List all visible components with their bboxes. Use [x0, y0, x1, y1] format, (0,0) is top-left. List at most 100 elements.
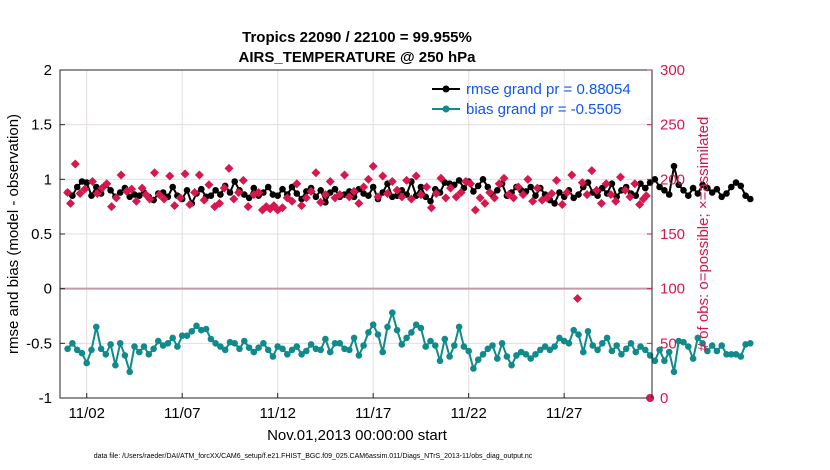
legend-rmse-label: rmse grand pr = 0.88054 — [466, 81, 631, 98]
obs-assimilated-marker — [340, 170, 350, 180]
bias-point — [642, 346, 649, 354]
obs-assimilated-marker — [111, 193, 121, 203]
rmse-point — [527, 183, 534, 191]
bias-point — [637, 343, 644, 350]
bias-point — [126, 368, 133, 376]
bias-point — [699, 340, 706, 347]
y-left-tick-label: 0.5 — [31, 226, 52, 243]
bias-point — [164, 340, 172, 347]
bias-point — [284, 351, 291, 358]
bias-point — [303, 347, 310, 355]
bias-point — [513, 352, 520, 359]
obs-assimilated-marker — [397, 192, 407, 202]
rmse-point — [346, 188, 353, 195]
rmse-point — [136, 192, 143, 199]
bias-point — [269, 353, 277, 360]
obs-assimilated-marker — [411, 171, 421, 181]
rmse-point — [474, 182, 482, 190]
obs-assimilated-marker — [422, 182, 432, 192]
rmse-point — [556, 189, 563, 196]
rmse-point — [107, 187, 114, 194]
bias-point — [427, 337, 434, 345]
obs-assimilated-marker — [641, 191, 651, 201]
rmse-point — [680, 187, 687, 194]
rmse-point — [656, 183, 663, 191]
bias-point — [408, 329, 415, 336]
obs-assimilated-marker — [122, 186, 132, 196]
obs-assimilated-marker — [573, 294, 583, 304]
bias-point — [713, 347, 721, 355]
bias-point — [603, 334, 611, 342]
bias-point — [537, 346, 544, 354]
bias-point — [627, 340, 635, 347]
x-tick-label: 11/07 — [164, 405, 200, 422]
y-axis-right-label: # of obs: o=possible; ×=assimilated — [695, 117, 712, 352]
rmse-point — [365, 192, 372, 199]
rmse-point — [279, 185, 286, 193]
rmse-point — [637, 180, 644, 187]
rmse-point — [747, 195, 754, 203]
bias-point — [465, 347, 473, 355]
bias-point — [489, 342, 496, 349]
y-left-tick-label: -1 — [39, 390, 52, 407]
rmse-point — [198, 185, 205, 193]
bias-point — [565, 340, 573, 347]
legend-rmse-marker — [442, 85, 450, 93]
bias-point — [202, 325, 210, 333]
obs-assimilated-marker — [190, 187, 200, 197]
bias-point — [331, 340, 339, 347]
obs-assimilated-marker — [383, 189, 393, 199]
bias-point — [326, 348, 334, 356]
rmse-point — [632, 192, 640, 199]
bias-point — [384, 323, 391, 331]
obs-assimilated-marker — [630, 179, 640, 189]
bias-point — [212, 340, 219, 347]
chart-subtitle: AIRS_TEMPERATURE @ 250 hPa — [239, 49, 477, 66]
bias-point — [594, 346, 601, 354]
rmse-point — [303, 188, 310, 195]
bias-point — [728, 351, 735, 358]
obs-assimilated-marker — [320, 190, 330, 200]
obs-assimilated-marker — [606, 190, 616, 200]
rmse-point — [312, 193, 320, 201]
rmse-point — [685, 192, 692, 199]
bias-point — [474, 356, 482, 364]
obs-assimilated-marker — [92, 189, 102, 199]
bias-point — [288, 346, 296, 354]
bias-point — [307, 341, 315, 348]
obs-assimilated-marker — [466, 179, 476, 189]
bias-point — [193, 322, 200, 330]
rmse-point — [689, 184, 697, 192]
bias-point — [541, 343, 549, 350]
obs-assimilated-marker — [102, 179, 112, 189]
plot-series — [63, 159, 754, 402]
obs-assimilated-marker — [204, 180, 214, 190]
y-axis-left-label: rmse and bias (model - observation) — [5, 114, 22, 354]
bias-point — [455, 323, 463, 331]
bias-point — [470, 365, 477, 372]
obs-assimilated-marker — [224, 163, 234, 173]
bias-point — [264, 346, 272, 354]
obs-assimilated-marker — [489, 193, 499, 203]
rmse-point — [293, 190, 301, 197]
rmse-point — [88, 192, 95, 199]
obs-assimilated-marker — [480, 198, 490, 208]
obs-assimilated-marker — [287, 196, 297, 206]
rmse-point — [217, 191, 224, 198]
rmse-point — [183, 187, 191, 194]
bias-point — [570, 326, 577, 334]
rmse-point — [699, 181, 706, 189]
rmse-point — [73, 183, 81, 191]
obs-assimilated-marker — [406, 194, 416, 204]
bias-point — [116, 340, 124, 347]
x-tick-label: 11/12 — [259, 405, 295, 422]
obs-assimilated-marker — [175, 193, 185, 203]
obs-assimilated-marker — [127, 184, 137, 194]
rmse-point — [331, 185, 339, 193]
obs-assimilated-marker — [292, 179, 302, 189]
rmse-point — [264, 183, 272, 191]
rmse-point — [83, 179, 90, 186]
obs-assimilated-marker — [243, 202, 253, 212]
rmse-point — [260, 189, 267, 196]
rmse-point — [718, 193, 725, 201]
